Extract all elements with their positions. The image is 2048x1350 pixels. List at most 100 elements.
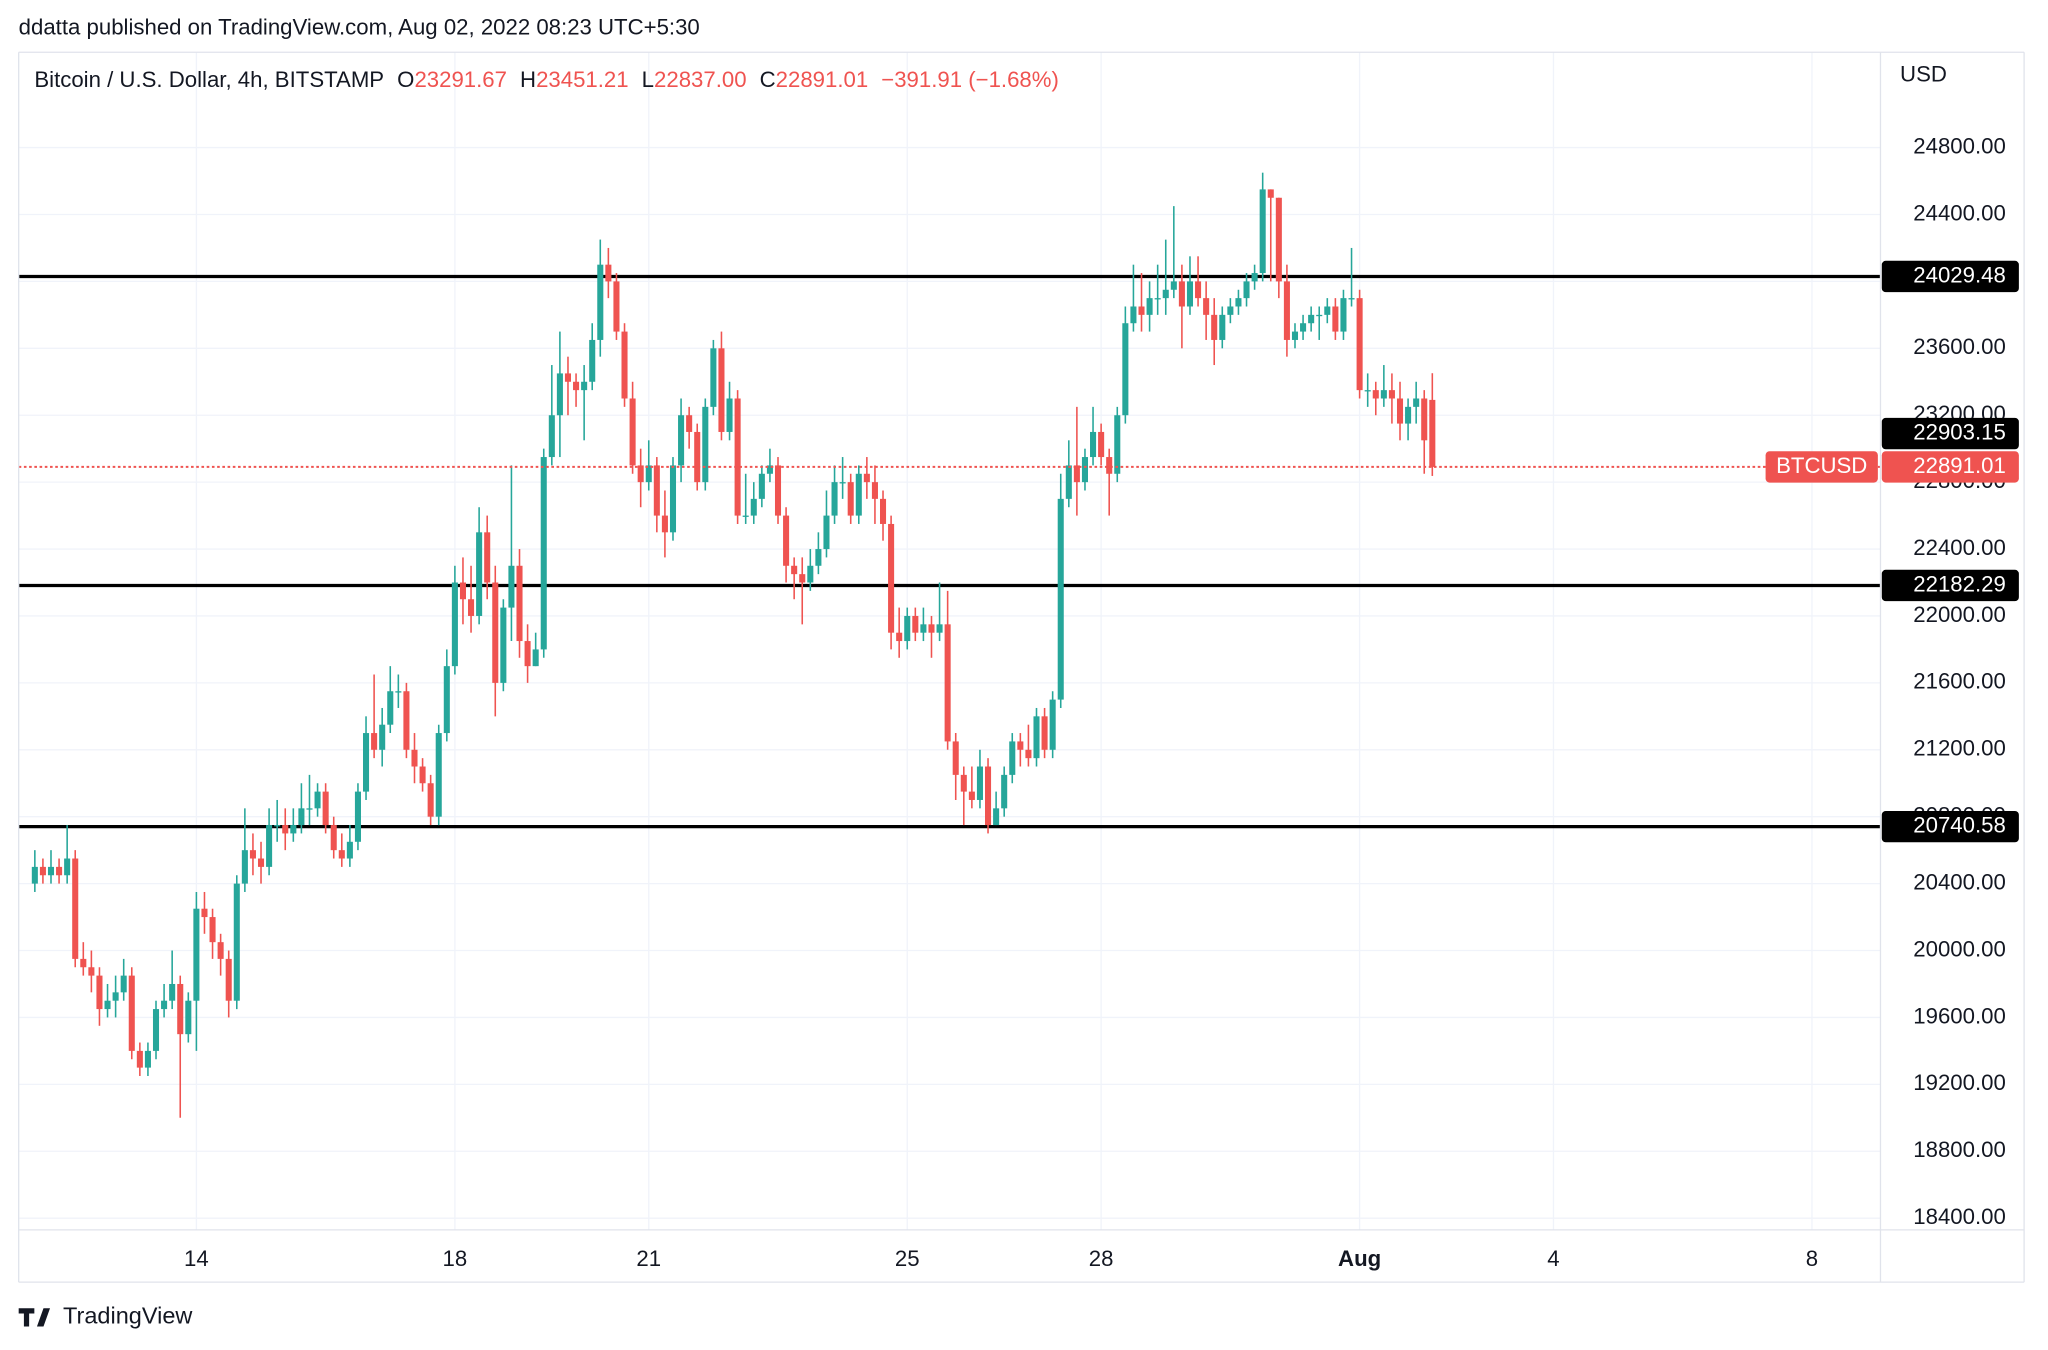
level-label: 24029.48: [1913, 262, 2006, 287]
candle-body: [1340, 298, 1347, 332]
candle-body: [968, 791, 975, 800]
candle-body: [524, 641, 531, 667]
candle-body: [217, 942, 224, 959]
candle-body: [1081, 457, 1088, 483]
candle-body: [839, 482, 846, 484]
candle-body: [871, 482, 878, 499]
candle-body: [96, 975, 103, 1010]
candle-body: [1267, 189, 1274, 198]
candle-body: [944, 624, 951, 742]
overlay: 24029.48 22903.15 22182.29 20740.58 BTCUSD 22…: [1765, 260, 2019, 843]
candle-body: [621, 331, 628, 399]
candle-body: [1162, 289, 1169, 299]
level-label: 20740.58: [1913, 812, 2006, 837]
x-tick-label: 4: [1547, 1246, 1559, 1271]
candle-body: [112, 992, 119, 1001]
candle-body: [1170, 281, 1177, 290]
candle-body: [1429, 399, 1436, 467]
logo-icon: [18, 1308, 51, 1327]
candle-body: [985, 766, 992, 826]
plot-area: [18, 172, 1881, 1118]
candle-body: [1057, 498, 1064, 700]
candle-body: [1001, 774, 1008, 809]
x-tick-label: 21: [636, 1246, 661, 1271]
candle-body: [1324, 306, 1331, 315]
candle-body: [1138, 306, 1145, 315]
candle-body: [1203, 298, 1210, 315]
candle-body: [39, 866, 46, 876]
candle-body: [783, 515, 790, 566]
candle-body: [379, 724, 386, 750]
candle-body: [686, 415, 693, 432]
y-tick-label: 24400.00: [1913, 200, 2006, 225]
candle-body: [387, 691, 394, 725]
last-price-label: 22891.01: [1913, 453, 2006, 478]
candle-body: [605, 264, 612, 282]
candle-body: [774, 465, 782, 516]
y-tick-label: 22000.00: [1913, 602, 2006, 627]
candle-body: [702, 406, 709, 483]
candle-body: [678, 415, 685, 466]
candle-body: [581, 381, 588, 391]
candle-body: [807, 565, 814, 583]
candle-body: [144, 1050, 151, 1068]
y-tick-label: 19600.00: [1913, 1003, 2006, 1028]
candle-body: [1356, 298, 1363, 391]
y-tick-label: 22400.00: [1913, 535, 2006, 560]
candle-body: [573, 381, 580, 391]
level-label-bg: [1881, 569, 2019, 602]
candle-body: [468, 599, 475, 616]
x-tick-label: 14: [184, 1246, 209, 1271]
candle-body: [1195, 281, 1202, 299]
legend-value: 23451.21: [536, 67, 629, 92]
candle-body: [637, 465, 644, 483]
candle-body: [976, 766, 983, 800]
y-tick-label: 23600.00: [1913, 334, 2006, 359]
candle-body: [516, 565, 523, 642]
header: ddatta published on TradingView.com, Aug…: [19, 15, 700, 40]
candle-body: [120, 975, 127, 993]
candle-body: [395, 691, 402, 693]
candle-body: [492, 582, 499, 683]
candle-body: [904, 615, 911, 642]
y-tick-label: 21600.00: [1913, 669, 2006, 694]
candle-body: [920, 624, 927, 633]
candle-body: [282, 825, 289, 834]
candle-body: [72, 858, 79, 959]
candle-body: [185, 1000, 192, 1035]
candle-body: [960, 774, 967, 792]
candle-body: [928, 624, 935, 633]
level-label-bg: [1881, 417, 2019, 450]
y-tick-label: 24800.00: [1913, 133, 2006, 158]
candle-body: [1106, 457, 1113, 474]
level-label: 22182.29: [1913, 571, 2006, 596]
candle-body: [1122, 323, 1129, 416]
candle-body: [128, 975, 135, 1051]
candle-body: [1227, 306, 1234, 315]
candle-body: [484, 532, 491, 583]
candle-body: [888, 523, 895, 633]
candle-body: [823, 515, 830, 550]
candle-body: [1065, 465, 1072, 499]
candle-body: [831, 482, 838, 516]
candle-body: [548, 415, 555, 458]
candle-body: [1380, 390, 1387, 399]
candle-body: [1396, 398, 1404, 424]
candle-body: [225, 958, 232, 1001]
candle-body: [799, 574, 806, 583]
candle-body: [1154, 298, 1161, 300]
candle-body: [257, 858, 265, 867]
title: Bitcoin / U.S. Dollar, 4h, BITSTAMP: [34, 67, 384, 92]
candle-body: [726, 398, 733, 432]
legend-change: −391.91 (−1.68%): [881, 67, 1059, 92]
candle-body: [249, 850, 256, 859]
candle-body: [734, 398, 741, 516]
candle-body: [136, 1050, 143, 1068]
candle-body: [266, 825, 273, 867]
candle-body: [532, 649, 539, 667]
candle-body: [161, 1000, 168, 1010]
candle-body: [1275, 197, 1282, 282]
candle-body: [1186, 281, 1194, 307]
candle-body: [201, 908, 208, 918]
candle-body: [322, 791, 329, 826]
